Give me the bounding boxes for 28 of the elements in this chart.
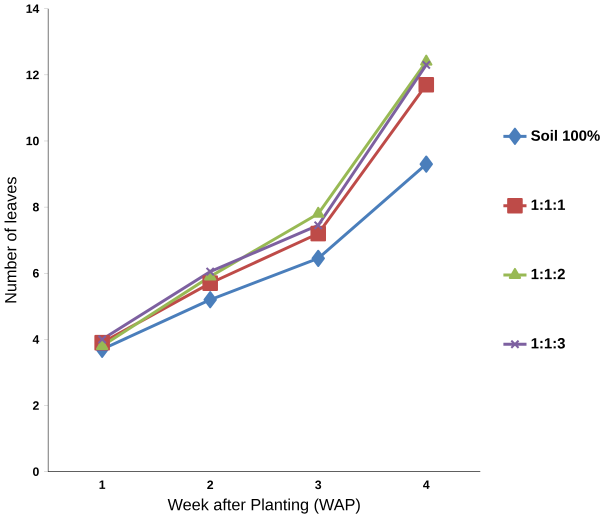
- legend-label: 1:1:1: [532, 200, 566, 210]
- point: [314, 220, 323, 230]
- point: [420, 155, 433, 173]
- y-tick-label: 2: [32, 401, 39, 410]
- x-tick-label: 2: [207, 480, 214, 489]
- y-tick-label: 14: [26, 4, 40, 13]
- point: [418, 76, 434, 92]
- legend-label: 1:1:3: [532, 338, 565, 349]
- y-tick-label: 0: [33, 467, 39, 476]
- legend-label: 1:1:2: [532, 268, 565, 280]
- x-tick-label: 3: [315, 480, 322, 490]
- point: [422, 60, 431, 70]
- y-tick-label: 4: [32, 335, 40, 344]
- point: [312, 250, 325, 267]
- y-tick-label: 10: [26, 136, 39, 146]
- legend-label: Soil 100%: [531, 130, 600, 141]
- y-axis-title: Number of leaves: [4, 177, 16, 302]
- point: [312, 206, 324, 218]
- point: [98, 334, 107, 344]
- y-tick-label: 6: [32, 268, 39, 278]
- point: [203, 291, 217, 308]
- point: [310, 226, 326, 242]
- point: [206, 266, 215, 276]
- x-tick-label: 4: [423, 480, 430, 489]
- y-tick-label: 8: [32, 202, 39, 212]
- x-tick-label: 1: [100, 480, 106, 489]
- x-axis-title: Week after Planting (WAP): [168, 498, 360, 514]
- y-tick-label: 12: [26, 70, 39, 80]
